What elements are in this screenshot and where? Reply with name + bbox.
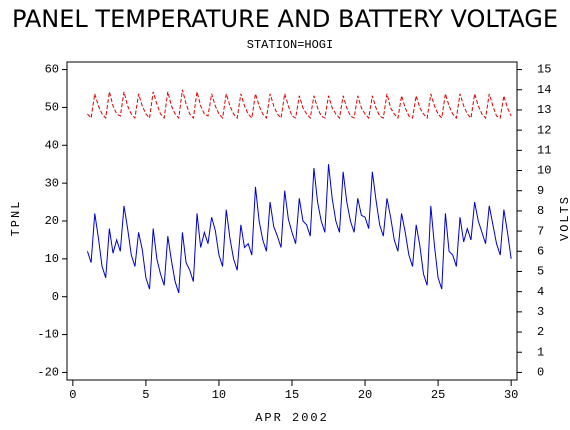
x-tick-label: 0 — [69, 388, 76, 402]
y2-tick-label: 3 — [537, 305, 544, 319]
y2-tick-label: 12 — [537, 123, 551, 137]
y2-tick-label: 5 — [537, 265, 544, 279]
y2-tick-label: 2 — [537, 325, 544, 339]
x-tick-label: 5 — [142, 388, 149, 402]
y-tick-label: 50 — [45, 101, 59, 115]
y-tick-label: -10 — [37, 328, 59, 342]
y2-tick-label: 14 — [537, 83, 551, 97]
x-tick-label: 30 — [504, 388, 518, 402]
y2-tick-label: 1 — [537, 345, 544, 359]
y-axis-label: TPNL — [9, 200, 23, 237]
y-tick-label: 40 — [45, 138, 59, 152]
y2-tick-label: 10 — [537, 164, 551, 178]
y2-tick-label: 15 — [537, 63, 551, 77]
y2-axis-label: VOLTS — [558, 195, 570, 241]
plot-frame — [66, 61, 518, 381]
x-axis-label: APR 2002 — [255, 411, 329, 425]
data-line — [87, 89, 512, 120]
y-tick-label: 30 — [45, 176, 59, 190]
y-tick-label: 20 — [45, 214, 59, 228]
y-tick-label: 10 — [45, 252, 59, 266]
x-tick-label: 15 — [285, 388, 299, 402]
y2-tick-label: 4 — [537, 285, 544, 299]
y2-tick-label: 8 — [537, 204, 544, 218]
y2-tick-label: 0 — [537, 366, 544, 380]
chart-subtitle: STATION=HOGI — [247, 38, 333, 52]
y-tick-label: 0 — [52, 290, 59, 304]
y2-tick-label: 7 — [537, 224, 544, 238]
y2-tick-label: 6 — [537, 244, 544, 258]
x-tick-label: 10 — [212, 388, 226, 402]
y-tick-label: 60 — [45, 63, 59, 77]
chart-title: PANEL TEMPERATURE AND BATTERY VOLTAGE — [12, 5, 558, 33]
x-tick-label: 25 — [431, 388, 445, 402]
y2-tick-label: 11 — [537, 144, 551, 158]
y2-tick-label: 9 — [537, 184, 544, 198]
x-tick-label: 20 — [358, 388, 372, 402]
y2-tick-label: 13 — [537, 103, 551, 117]
y-tick-label: -20 — [37, 366, 59, 380]
data-line — [86, 164, 512, 294]
